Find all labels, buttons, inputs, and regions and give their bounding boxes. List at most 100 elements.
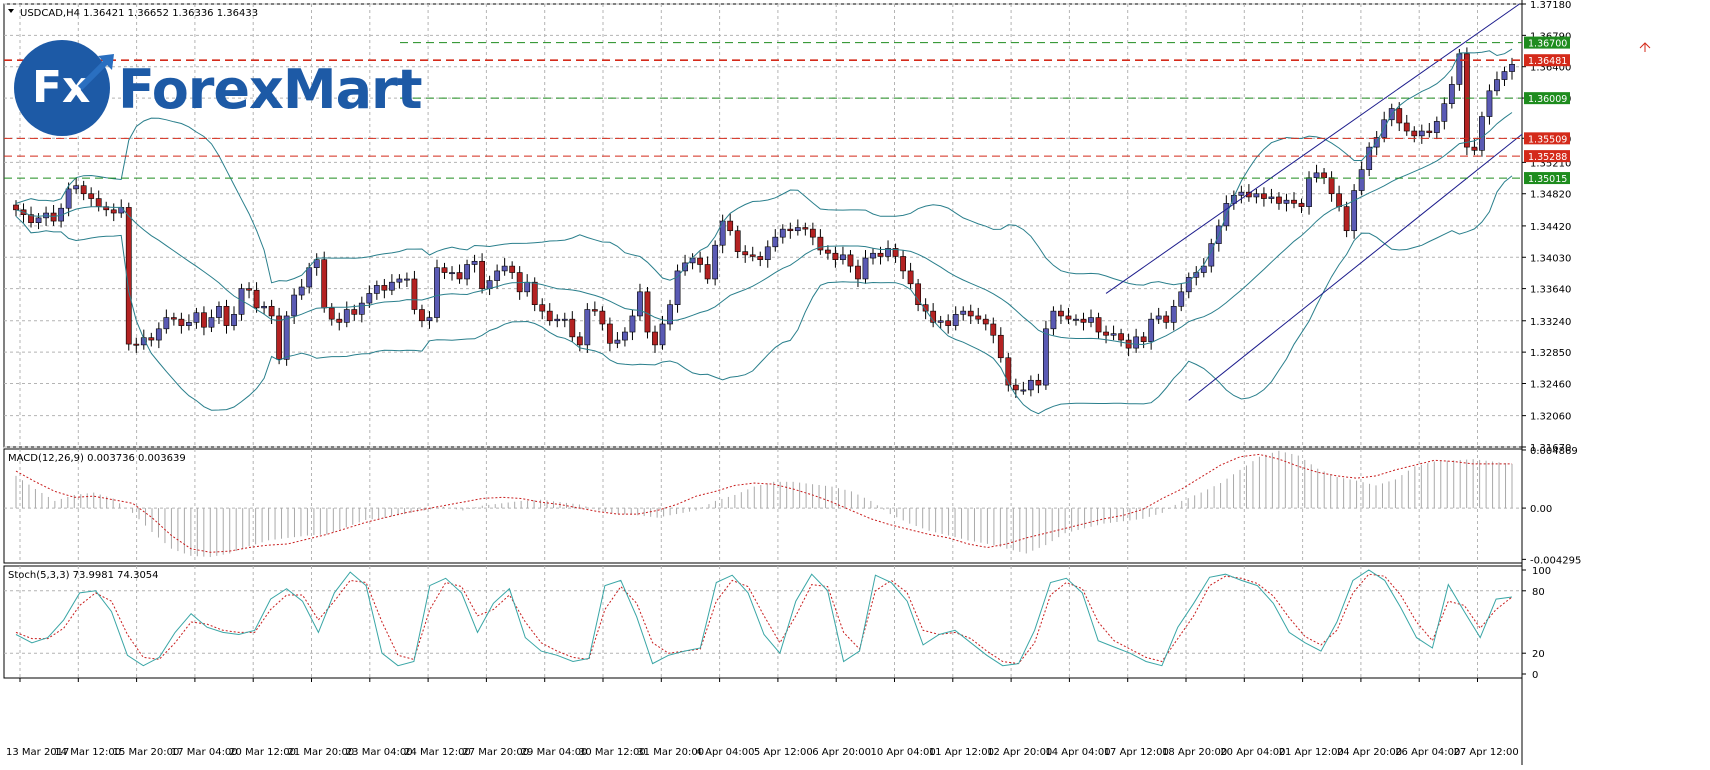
candle-body	[1193, 272, 1200, 278]
bollinger-band-mid	[15, 112, 1513, 346]
x-tick-label: 27 Apr 12:00	[1454, 747, 1519, 758]
candle-body	[719, 220, 726, 246]
candle-body	[441, 267, 448, 273]
candle-body	[975, 315, 982, 320]
candle-body	[749, 254, 756, 257]
level-tag-label: 1.35288	[1528, 152, 1567, 163]
candle-body	[990, 323, 997, 336]
candle-body	[1073, 318, 1079, 321]
candle-body	[291, 294, 298, 317]
candle-body	[907, 270, 914, 285]
level-tag	[1524, 36, 1570, 49]
x-tick-label: 29 Mar 04:00	[521, 747, 588, 758]
y-tick-label: 1.34030	[1530, 253, 1571, 264]
candle-body	[388, 281, 395, 291]
candle-body	[253, 289, 260, 309]
candle-body	[1343, 206, 1350, 232]
channel-upper-line	[1105, 3, 1520, 294]
candle-body	[1276, 196, 1282, 204]
candle-body	[313, 259, 320, 269]
candle-body	[1005, 357, 1012, 386]
candle-body	[704, 264, 711, 280]
candle-body	[764, 246, 771, 260]
candle-body	[1283, 199, 1290, 204]
candle-body	[80, 185, 87, 195]
candle-body	[366, 293, 373, 304]
bollinger-band-up	[15, 48, 1513, 286]
candle-body	[1058, 310, 1064, 317]
forexmart-logo: Fx ForexMart	[14, 40, 423, 140]
candle-body	[426, 317, 433, 322]
x-tick-label: 11 Apr 12:00	[929, 747, 994, 758]
candle-body	[479, 260, 485, 289]
candle-body	[1306, 177, 1312, 207]
candle-body	[411, 278, 418, 310]
stoch-tick-label: 80	[1532, 587, 1545, 598]
candle-body	[1479, 116, 1485, 151]
candle-body	[877, 252, 884, 257]
candle-body	[1358, 169, 1365, 191]
candle-body	[1095, 317, 1102, 333]
candle-body	[847, 254, 854, 267]
candle-body	[824, 249, 831, 254]
y-tick-label: 1.32850	[1530, 348, 1571, 359]
candle-body	[298, 286, 305, 296]
candle-body	[885, 248, 891, 257]
x-tick-label: 18 Apr 20:00	[1162, 747, 1227, 758]
x-tick-label: 15 Mar 20:00	[113, 747, 180, 758]
candle-body	[133, 343, 140, 346]
candle-body	[629, 315, 636, 333]
candle-body	[1103, 331, 1109, 336]
x-tick-label: 17 Apr 12:00	[1104, 747, 1169, 758]
candle-body	[110, 209, 117, 214]
candle-body	[1080, 318, 1087, 323]
candle-body	[1403, 122, 1410, 132]
candle-body	[870, 252, 876, 259]
candle-body	[471, 260, 478, 265]
candle-body	[674, 270, 681, 305]
candle-body	[1433, 121, 1440, 133]
candle-body	[1351, 190, 1358, 232]
candle-body	[967, 310, 974, 317]
x-tick-label: 10 Apr 04:00	[871, 747, 936, 758]
candle-body	[1321, 172, 1327, 178]
candle-body	[178, 318, 185, 326]
candle-body	[1133, 336, 1140, 349]
candle-body	[276, 315, 283, 360]
channel-lower-line	[1188, 133, 1523, 401]
level-tag	[1524, 172, 1570, 185]
candle-body	[659, 323, 666, 346]
candle-body	[1448, 84, 1455, 104]
candle-body	[1426, 130, 1433, 133]
candle-body	[1140, 336, 1147, 342]
candle-body	[1494, 79, 1500, 92]
x-tick-label: 4 Apr 04:00	[696, 747, 755, 758]
candle-body	[268, 306, 275, 317]
candle-body	[952, 314, 959, 326]
candle-body	[283, 315, 290, 360]
candle-body	[637, 291, 643, 317]
candle-body	[1148, 318, 1155, 342]
candle-body	[208, 317, 215, 328]
level-tag-label: 1.36009	[1528, 94, 1567, 105]
y-tick-label: 1.32060	[1530, 412, 1571, 423]
stoch-tick-label: 20	[1532, 649, 1545, 660]
candle-body	[358, 302, 365, 315]
candle-body	[576, 336, 583, 346]
candle-body	[486, 280, 493, 289]
candle-body	[343, 309, 350, 323]
candle-body	[373, 285, 380, 294]
logo-circle	[14, 40, 110, 136]
candle-body	[1366, 146, 1373, 170]
candle-body	[727, 220, 734, 232]
candle-body	[772, 236, 779, 248]
candle-body	[622, 331, 628, 341]
candle-body	[591, 309, 598, 312]
candle-body	[1043, 328, 1049, 386]
candle-body	[892, 248, 899, 257]
x-tick-label: 6 Apr 20:00	[812, 747, 871, 758]
candle-body	[328, 307, 335, 320]
candle-body	[937, 320, 944, 323]
candle-body	[809, 228, 816, 238]
